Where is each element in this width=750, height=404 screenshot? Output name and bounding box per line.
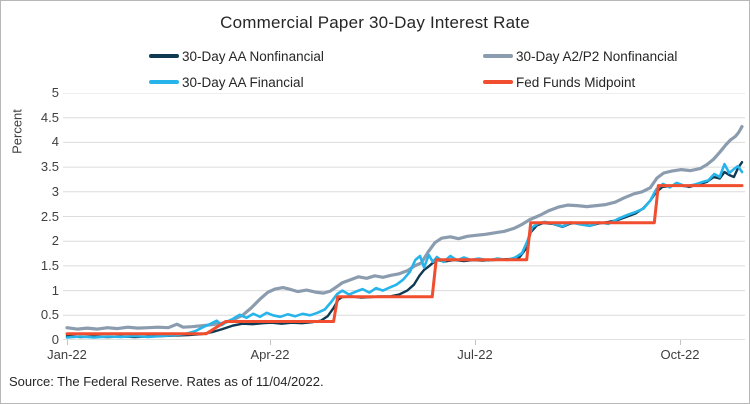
source-note: Source: The Federal Reserve. Rates as of…: [9, 374, 324, 389]
x-tick-mark: [475, 340, 476, 345]
legend-label-a2p2-nonfinancial: 30-Day A2/P2 Nonfinancial: [516, 48, 678, 64]
series-line-fed-funds: [65, 184, 744, 336]
legend-item-fed-funds: Fed Funds Midpoint: [483, 74, 635, 90]
y-tick-label: 3.5: [40, 159, 59, 175]
x-tick-label: Apr-22: [250, 347, 290, 362]
y-tick-label: 1: [51, 282, 59, 298]
legend-label-aa-nonfinancial: 30-Day AA Nonfinancial: [182, 48, 324, 64]
plot-area: [63, 93, 745, 340]
legend-label-fed-funds: Fed Funds Midpoint: [516, 74, 636, 90]
y-tick-label: 0.5: [40, 307, 59, 323]
y-tick-label: 2: [51, 233, 59, 249]
y-tick-label: 1.5: [40, 257, 59, 273]
y-tick-label: 2.5: [40, 208, 59, 224]
legend-swatch-aa-nonfinancial: [149, 54, 179, 58]
x-tick-label: Jan-22: [47, 347, 87, 362]
y-tick-label: 0: [51, 332, 59, 347]
legend-item-aa-nonfinancial: 30-Day AA Nonfinancial: [149, 48, 324, 64]
x-tick-mark: [680, 340, 681, 345]
series-line-aa-nonfinancial: [65, 160, 744, 339]
legend-swatch-fed-funds: [483, 80, 513, 84]
x-tick-label: Jul-22: [457, 347, 493, 362]
legend-swatch-a2p2-nonfinancial: [483, 54, 513, 58]
chart-title: Commercial Paper 30-Day Interest Rate: [220, 13, 530, 32]
legend-swatch-aa-financial: [149, 80, 179, 84]
series-line-a2p2-nonfinancial: [65, 124, 744, 331]
series-line-aa-financial: [65, 162, 744, 339]
y-tick-label: 3: [51, 183, 59, 199]
legend-label-aa-financial: 30-Day AA Financial: [182, 74, 304, 90]
legend-item-aa-financial: 30-Day AA Financial: [149, 74, 304, 90]
y-tick-label: 5: [51, 85, 59, 100]
x-tick-label: Oct-22: [660, 347, 700, 362]
x-tick-mark: [67, 340, 68, 345]
y-tick-label: 4.5: [40, 109, 59, 125]
legend-item-a2p2-nonfinancial: 30-Day A2/P2 Nonfinancial: [483, 48, 677, 64]
x-tick-mark: [270, 340, 271, 345]
y-tick-label: 4: [51, 134, 59, 150]
